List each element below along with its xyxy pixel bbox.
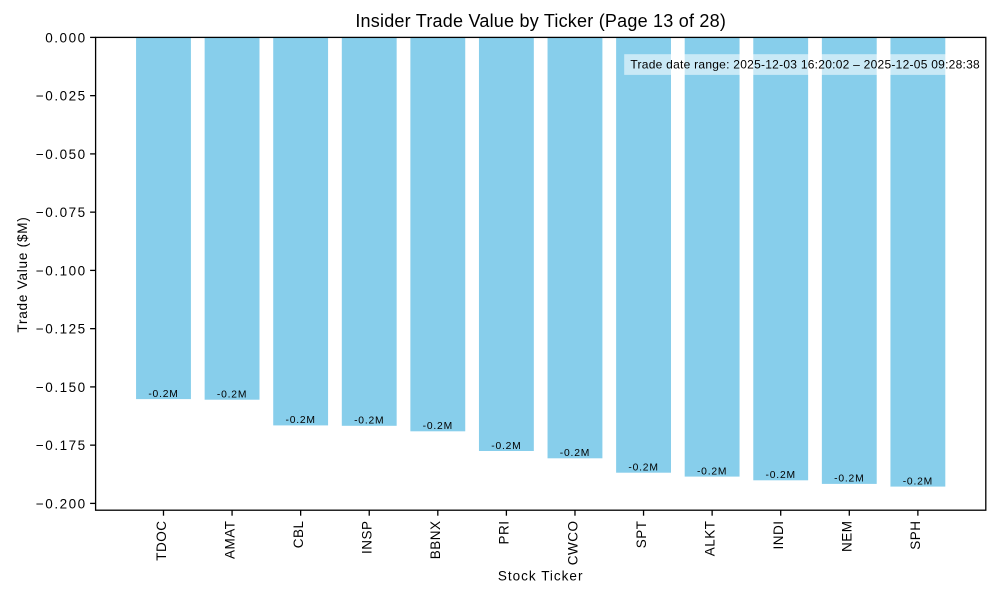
- svg-text:-0.2M: -0.2M: [560, 448, 590, 459]
- svg-text:0.000: 0.000: [45, 30, 86, 45]
- svg-text:SPH: SPH: [908, 521, 923, 550]
- svg-text:-0.2M: -0.2M: [491, 441, 521, 452]
- svg-text:CBL: CBL: [291, 521, 306, 549]
- svg-text:-0.2M: -0.2M: [148, 389, 178, 400]
- svg-text:−0.150: −0.150: [36, 380, 87, 395]
- svg-text:-0.2M: -0.2M: [285, 415, 315, 426]
- svg-text:NEM: NEM: [840, 521, 855, 553]
- svg-text:−0.175: −0.175: [36, 438, 87, 453]
- svg-text:-0.2M: -0.2M: [903, 476, 933, 487]
- svg-text:-0.2M: -0.2M: [628, 463, 658, 474]
- svg-text:PRI: PRI: [497, 521, 512, 545]
- svg-text:ALKT: ALKT: [702, 521, 717, 557]
- svg-text:INDI: INDI: [771, 521, 786, 550]
- svg-text:−0.100: −0.100: [36, 263, 87, 278]
- svg-text:CWCO: CWCO: [565, 521, 580, 566]
- svg-text:SPT: SPT: [634, 521, 649, 549]
- svg-text:−0.125: −0.125: [36, 322, 87, 337]
- svg-text:-0.2M: -0.2M: [766, 470, 796, 481]
- svg-text:-0.2M: -0.2M: [354, 416, 384, 427]
- svg-text:−0.050: −0.050: [36, 147, 87, 162]
- svg-text:-0.2M: -0.2M: [697, 466, 727, 477]
- svg-text:−0.200: −0.200: [36, 496, 87, 511]
- svg-text:INSP: INSP: [360, 521, 375, 555]
- svg-text:−0.025: −0.025: [36, 89, 87, 104]
- svg-text:Insider Trade Value by Ticker: Insider Trade Value by Ticker (Page 13 o…: [355, 11, 726, 31]
- svg-text:AMAT: AMAT: [222, 521, 237, 560]
- svg-text:Trade date range: 2025-12-03 1: Trade date range: 2025-12-03 16:20:02 – …: [630, 58, 980, 72]
- svg-text:TDOC: TDOC: [154, 521, 169, 561]
- svg-text:-0.2M: -0.2M: [834, 474, 864, 485]
- svg-text:Stock Ticker: Stock Ticker: [498, 568, 584, 583]
- svg-text:-0.2M: -0.2M: [423, 421, 453, 432]
- svg-text:BBNX: BBNX: [428, 521, 443, 560]
- svg-text:-0.2M: -0.2M: [217, 390, 247, 401]
- svg-text:Trade Value ($M): Trade Value ($M): [15, 216, 30, 332]
- svg-text:−0.075: −0.075: [36, 205, 87, 220]
